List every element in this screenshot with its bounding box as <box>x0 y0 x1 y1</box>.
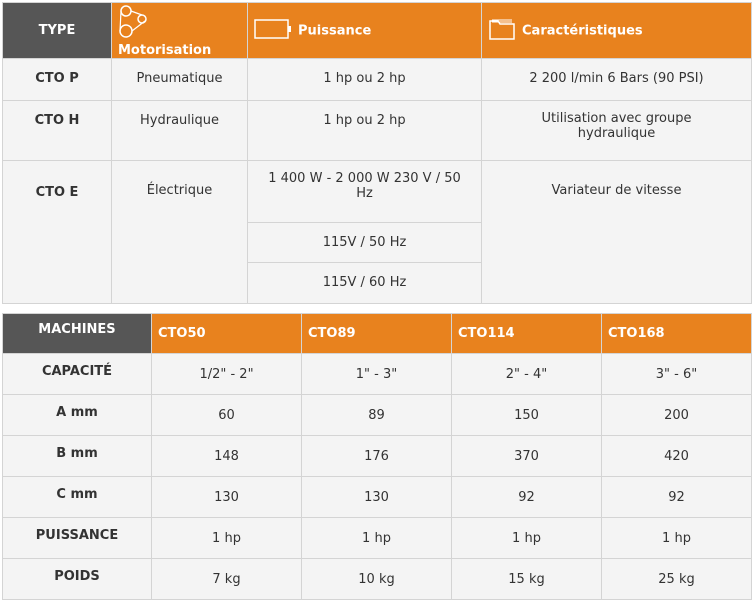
type-cell: CTO P <box>2 58 112 101</box>
header-motorisation-label: Motorisation <box>118 43 212 58</box>
motor-cell: Hydraulique <box>111 100 248 161</box>
table-row: B mm 148 176 370 420 <box>2 435 752 477</box>
value-cell: 15 kg <box>451 558 602 600</box>
power-cell: 1 hp ou 2 hp <box>247 100 482 161</box>
value-cell: 1 hp <box>601 517 752 559</box>
power-cell: 1 hp ou 2 hp <box>247 58 482 101</box>
header-motorisation: Motorisation <box>111 2 248 59</box>
value-cell: 420 <box>601 435 752 477</box>
type-cell: CTO E <box>2 160 112 304</box>
specs-cell: 2 200 l/min 6 Bars (90 PSI) <box>481 58 752 101</box>
value-cell: 92 <box>601 476 752 518</box>
table-row: CTO H Hydraulique 1 hp ou 2 hp Utilisati… <box>2 100 752 161</box>
header-cto168: CTO168 <box>601 313 752 354</box>
motor-cell: Électrique <box>111 160 248 304</box>
header-cto50: CTO50 <box>151 313 302 354</box>
row-label: B mm <box>2 435 152 477</box>
value-cell: 150 <box>451 394 602 436</box>
table-row: C mm 130 130 92 92 <box>2 476 752 518</box>
value-cell: 2" - 4" <box>451 353 602 395</box>
header-cto89: CTO89 <box>301 313 452 354</box>
power-cell: 115V / 50 Hz <box>247 222 482 263</box>
value-cell: 1" - 3" <box>301 353 452 395</box>
table-row: PUISSANCE 1 hp 1 hp 1 hp 1 hp <box>2 517 752 559</box>
specs-cell: Variateur de vitesse <box>481 160 752 304</box>
value-cell: 1 hp <box>301 517 452 559</box>
value-cell: 89 <box>301 394 452 436</box>
header-puissance-label: Puissance <box>298 23 372 38</box>
value-cell: 1 hp <box>151 517 302 559</box>
power-cell: 115V / 60 Hz <box>247 262 482 304</box>
header-caracteristiques: Caractéristiques <box>481 2 752 59</box>
table-row: CTO P Pneumatique 1 hp ou 2 hp 2 200 l/m… <box>2 58 752 101</box>
value-cell: 92 <box>451 476 602 518</box>
header-machines: MACHINES <box>2 313 152 354</box>
value-cell: 1 hp <box>451 517 602 559</box>
belt-pulley-icon <box>118 3 148 43</box>
motor-cell: Pneumatique <box>111 58 248 101</box>
value-cell: 7 kg <box>151 558 302 600</box>
header-type: TYPE <box>2 2 112 59</box>
specs-cell: Utilisation avec groupe hydraulique <box>481 100 752 161</box>
table-row: POIDS 7 kg 10 kg 15 kg 25 kg <box>2 558 752 600</box>
row-label: CAPACITÉ <box>2 353 152 395</box>
value-cell: 10 kg <box>301 558 452 600</box>
value-cell: 60 <box>151 394 302 436</box>
value-cell: 130 <box>151 476 302 518</box>
row-label: PUISSANCE <box>2 517 152 559</box>
value-cell: 3" - 6" <box>601 353 752 395</box>
header-caracteristiques-label: Caractéristiques <box>522 23 643 38</box>
row-label: POIDS <box>2 558 152 600</box>
value-cell: 1/2" - 2" <box>151 353 302 395</box>
table-row: CAPACITÉ 1/2" - 2" 1" - 3" 2" - 4" 3" - 6" <box>2 353 752 395</box>
motorisation-table: TYPE Motorisation Puissance Caractéristi… <box>2 2 752 304</box>
power-cell: 1 400 W - 2 000 W 230 V / 50 Hz <box>247 160 482 223</box>
value-cell: 25 kg <box>601 558 752 600</box>
row-label: C mm <box>2 476 152 518</box>
value-cell: 200 <box>601 394 752 436</box>
row-label: A mm <box>2 394 152 436</box>
machines-table: MACHINES CTO50 CTO89 CTO114 CTO168 CAPAC… <box>2 313 752 600</box>
header-puissance: Puissance <box>247 2 482 59</box>
value-cell: 176 <box>301 435 452 477</box>
table-row: CTO E Électrique 1 400 W - 2 000 W 230 V… <box>2 160 752 304</box>
table-row: A mm 60 89 150 200 <box>2 394 752 436</box>
header-cto114: CTO114 <box>451 313 602 354</box>
type-cell: CTO H <box>2 100 112 161</box>
value-cell: 370 <box>451 435 602 477</box>
value-cell: 130 <box>301 476 452 518</box>
value-cell: 148 <box>151 435 302 477</box>
battery-icon <box>254 18 292 43</box>
folder-icon <box>488 17 516 45</box>
